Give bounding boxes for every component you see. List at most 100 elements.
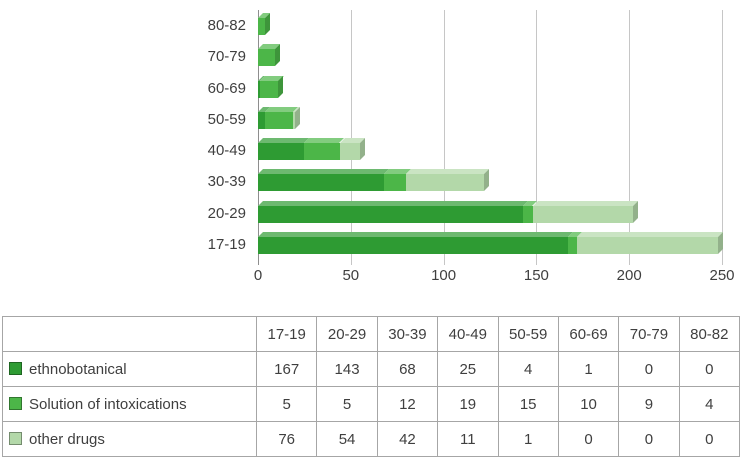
series-name: Solution of intoxications	[29, 395, 187, 413]
value-cell: 76	[255, 421, 318, 457]
bar-row	[258, 166, 722, 197]
bar-segment	[265, 111, 294, 129]
bar-segment	[259, 80, 279, 98]
x-tick-label: 100	[431, 267, 457, 284]
x-tick-label: 150	[523, 267, 549, 284]
gridline	[629, 10, 631, 265]
stacked-bar	[258, 13, 722, 35]
x-tick-label: 50	[342, 267, 360, 284]
bar-segment-top-face	[532, 200, 638, 206]
series-name: other drugs	[29, 430, 105, 448]
table-col-header: 70-79	[618, 316, 680, 352]
bar-segment	[577, 236, 719, 254]
value-cell: 4	[497, 351, 559, 387]
series-label-cell: ethnobotanical	[2, 351, 257, 387]
value-cell: 143	[316, 351, 378, 387]
category-label: 17-19	[207, 235, 246, 253]
bar-segment-top-face	[406, 169, 490, 175]
bar-segment-top-face	[304, 138, 345, 143]
stacked-bar	[258, 75, 722, 98]
bar-row	[258, 229, 724, 260]
bar-segment	[258, 80, 260, 98]
gridline	[350, 10, 352, 265]
value-cell: 0	[678, 351, 741, 387]
legend-swatch-icon	[9, 431, 22, 445]
gridline	[536, 10, 538, 265]
chart-body: 80-82 70-79 60-69 50-59 40-49 30-39 20-29 17-19	[0, 10, 742, 265]
bar-segment	[384, 174, 407, 192]
value-cell: 42	[376, 421, 439, 457]
stacked-bar	[258, 231, 724, 254]
bar-segment	[258, 111, 266, 129]
table-corner-cell	[2, 316, 257, 352]
stacked-bar	[258, 44, 722, 67]
bar-row	[258, 10, 722, 41]
bar-segment	[258, 205, 524, 223]
table-col-header: 30-39	[376, 316, 439, 352]
category-label: 70-79	[207, 48, 246, 66]
stacked-bar	[258, 106, 722, 129]
bar-segment-side-face	[484, 169, 490, 192]
bar-segment	[339, 143, 361, 160]
bar-segment-side-face	[360, 138, 366, 160]
bar-segment	[258, 174, 385, 192]
value-cell: 9	[618, 386, 680, 422]
table-col-header: 60-69	[557, 316, 620, 352]
bar-segment	[304, 143, 340, 160]
bar-row	[258, 104, 722, 135]
x-axis-row: 0 50 100 150 200 250	[0, 260, 742, 288]
value-cell: 5	[316, 386, 378, 422]
data-table: 17-19 20-29 30-39 40-49 50-59 60-69 70-79 80-82…	[2, 316, 741, 457]
x-axis-spacer	[0, 260, 258, 288]
x-tick-label: 250	[709, 267, 735, 284]
bar-segment	[532, 205, 633, 223]
bar-row	[258, 73, 722, 104]
value-cell: 54	[316, 421, 378, 457]
bar-segment-side-face	[274, 44, 280, 67]
bar-segment	[258, 18, 266, 35]
stacked-bar	[258, 169, 722, 192]
bar-segment	[258, 236, 568, 254]
series-label-cell: other drugs	[2, 421, 257, 457]
value-cell: 10	[557, 386, 620, 422]
table-row: Solution of intoxications 5 5 12 19 15 10 9 4	[2, 386, 741, 422]
value-cell: 12	[376, 386, 439, 422]
value-cell: 0	[618, 421, 680, 457]
stacked-bar-chart: 80-82 70-79 60-69 50-59 40-49 30-39 20-29 17-19…	[0, 10, 742, 288]
bar-segment	[523, 205, 533, 223]
table-col-header: 17-19	[255, 316, 318, 352]
gridline	[443, 10, 445, 265]
value-cell: 11	[437, 421, 499, 457]
bar-segment	[293, 111, 296, 129]
bar-segment	[406, 174, 485, 192]
value-cell: 1	[497, 421, 559, 457]
y-axis-line	[258, 10, 259, 265]
value-cell: 4	[678, 386, 741, 422]
x-tick-label: 0	[253, 267, 263, 284]
value-cell: 25	[437, 351, 499, 387]
series-label-cell: Solution of intoxications	[2, 386, 257, 422]
bar-segment-top-face	[258, 231, 573, 237]
bar-segment-top-face	[577, 231, 724, 237]
value-cell: 15	[497, 386, 559, 422]
bar-segment-side-face	[295, 106, 301, 129]
series-name: ethnobotanical	[29, 360, 127, 378]
value-cell: 167	[255, 351, 318, 387]
stacked-bar	[258, 138, 722, 160]
table-col-header: 80-82	[678, 316, 741, 352]
table-col-header: 50-59	[497, 316, 559, 352]
x-axis-labels: 0 50 100 150 200 250	[254, 260, 735, 288]
bar-segment-top-face	[258, 169, 390, 175]
bar-segment	[567, 236, 578, 254]
legend-swatch-icon	[9, 396, 22, 410]
y-axis-labels: 80-82 70-79 60-69 50-59 40-49 30-39 20-29 17-19	[0, 10, 258, 260]
value-cell: 1	[557, 351, 620, 387]
gridline	[722, 10, 723, 265]
bar-segment-top-face	[258, 200, 529, 206]
value-cell: 68	[376, 351, 439, 387]
value-cell: 0	[557, 421, 620, 457]
bar-segment	[258, 49, 275, 67]
bar-segment-side-face	[265, 13, 271, 35]
table-header-row: 17-19 20-29 30-39 40-49 50-59 60-69 70-79 80-82	[2, 316, 741, 352]
bar-row	[258, 135, 722, 166]
